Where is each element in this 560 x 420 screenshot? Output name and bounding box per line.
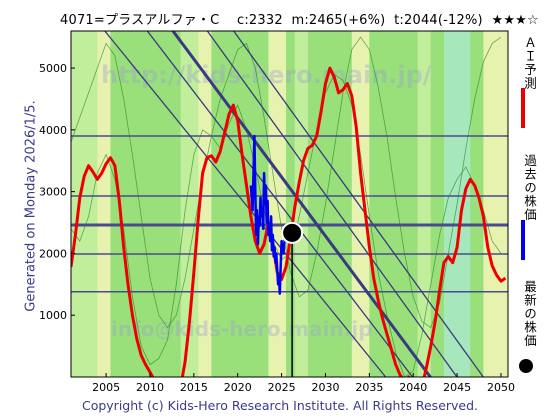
x-tick-label-2040: 2040 [399, 381, 427, 394]
band-0 [71, 31, 98, 377]
band-1 [97, 31, 111, 377]
legend-past-price-label: 過去の株価 [522, 154, 537, 222]
legend-latest-price-label: 最新の株価 [522, 280, 537, 348]
legend-past-price-swatch [521, 220, 525, 260]
x-tick-label-2005: 2005 [92, 381, 120, 394]
band-3 [198, 31, 212, 377]
trend-line-0 [104, 31, 387, 377]
green-cycle-line-1 [71, 36, 502, 329]
plot-frame [70, 30, 509, 378]
y-tick-label-1000: 1000 [39, 309, 67, 322]
generated-date-label: Generated on Monday 2026/1/5. [23, 100, 39, 312]
x-tick-label-2030: 2030 [311, 381, 339, 394]
trend-line-3 [206, 31, 458, 377]
x-tick-label-2015: 2015 [180, 381, 208, 394]
band-4 [268, 31, 286, 377]
watermark-top: http://kids-hero.main.jp/ [101, 61, 432, 89]
x-tick-label-2010: 2010 [136, 381, 164, 394]
legend-ai-forecast-swatch [521, 88, 525, 128]
y-tick-label-5000: 5000 [39, 62, 67, 75]
legend-ai-forecast-label: ＡＩ予測 [522, 36, 537, 90]
chart-title: 4071=プラスアルファ・C c:2332 m:2465(+6%) t:2044… [60, 13, 539, 28]
x-tick-label-2035: 2035 [355, 381, 383, 394]
band-9 [483, 31, 508, 377]
past-price-line [249, 134, 294, 295]
trend-line-2 [171, 31, 433, 377]
band-2 [180, 31, 199, 377]
x-tick-label-2050: 2050 [487, 381, 515, 394]
x-tick-label-2020: 2020 [224, 381, 252, 394]
x-tick-label-2045: 2045 [443, 381, 471, 394]
y-tick-label-4000: 4000 [39, 124, 67, 137]
trend-line-1 [146, 31, 414, 377]
copyright-footer: Copyright (c) Kids-Hero Research Institu… [81, 398, 479, 413]
trend-line-4 [232, 31, 485, 377]
x-tick-label-2025: 2025 [268, 381, 296, 394]
green-cycle-line-0 [71, 73, 502, 377]
y-tick-label-3000: 3000 [39, 186, 67, 199]
y-tick-label-2000: 2000 [39, 247, 67, 260]
watermark-bottom: info@kids-hero.main.jp [111, 317, 372, 341]
latest-price-marker [281, 221, 304, 244]
ai-forecast-line [71, 66, 507, 377]
legend-latest-price-swatch [519, 359, 533, 373]
